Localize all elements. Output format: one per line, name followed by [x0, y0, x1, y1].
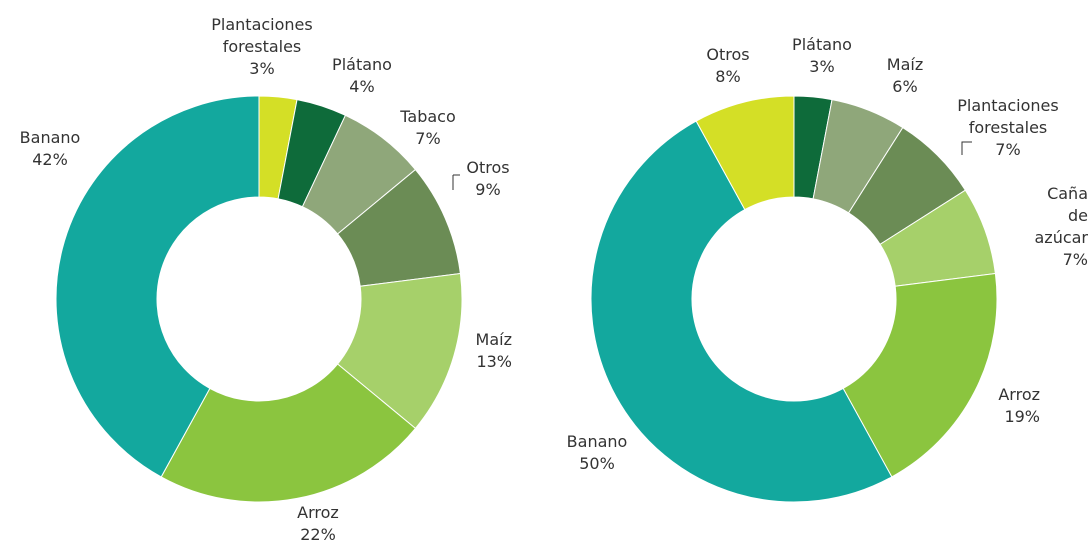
slice-label: Maíz 13% — [476, 329, 512, 373]
value-label: 19% — [1004, 407, 1040, 426]
value-label: 13% — [476, 352, 512, 371]
slice-label: Otros 8% — [706, 44, 749, 88]
donut-slice — [55, 95, 260, 478]
slice-label: Banano 50% — [567, 431, 628, 475]
value-label: 9% — [475, 180, 501, 199]
value-label: 22% — [300, 525, 336, 544]
slice-label: Plátano 4% — [332, 54, 392, 98]
slice-label: Arroz 22% — [297, 502, 339, 546]
slice-label: Banano 42% — [20, 127, 81, 171]
donut-slice — [695, 95, 795, 211]
value-label: 3% — [809, 57, 835, 76]
slice-label: Caña de azúcar 7% — [1034, 183, 1088, 271]
value-label: 4% — [349, 77, 375, 96]
category-name: Tabaco — [400, 107, 456, 126]
category-name: Banano — [566, 432, 628, 451]
slice-label: Plátano 3% — [792, 34, 852, 78]
value-label: 8% — [715, 67, 741, 86]
category-name: Otros — [706, 45, 750, 64]
value-label: 7% — [415, 129, 441, 148]
category-name: Plantaciones forestales — [957, 96, 1059, 137]
category-name: Plátano — [332, 55, 392, 74]
category-name: Arroz — [297, 503, 339, 522]
donut-slice — [590, 120, 893, 503]
category-name: Plátano — [792, 35, 852, 54]
category-name: Banano — [19, 128, 81, 147]
slice-label: Plantaciones forestales 3% — [211, 14, 312, 80]
slice-label: Plantaciones forestales 7% — [957, 95, 1058, 161]
category-name: Caña de azúcar — [1034, 184, 1089, 247]
value-label: 42% — [32, 150, 68, 169]
slice-label: Arroz 19% — [998, 384, 1040, 428]
category-name: Plantaciones forestales — [211, 15, 313, 56]
category-name: Otros — [466, 158, 510, 177]
value-label: 7% — [995, 140, 1021, 159]
slice-label: Tabaco 7% — [400, 106, 455, 150]
leader-line — [961, 141, 972, 155]
category-name: Maíz — [475, 330, 512, 349]
slice-label: Otros 9% — [466, 157, 509, 201]
value-label: 6% — [892, 77, 918, 96]
value-label: 3% — [249, 59, 275, 78]
value-label: 7% — [1062, 250, 1088, 269]
slice-label: Maíz 6% — [887, 54, 923, 98]
value-label: 50% — [579, 454, 615, 473]
donut-slice — [842, 272, 998, 478]
category-name: Maíz — [886, 55, 924, 74]
donut-slice — [160, 363, 417, 503]
category-name: Arroz — [998, 385, 1040, 404]
